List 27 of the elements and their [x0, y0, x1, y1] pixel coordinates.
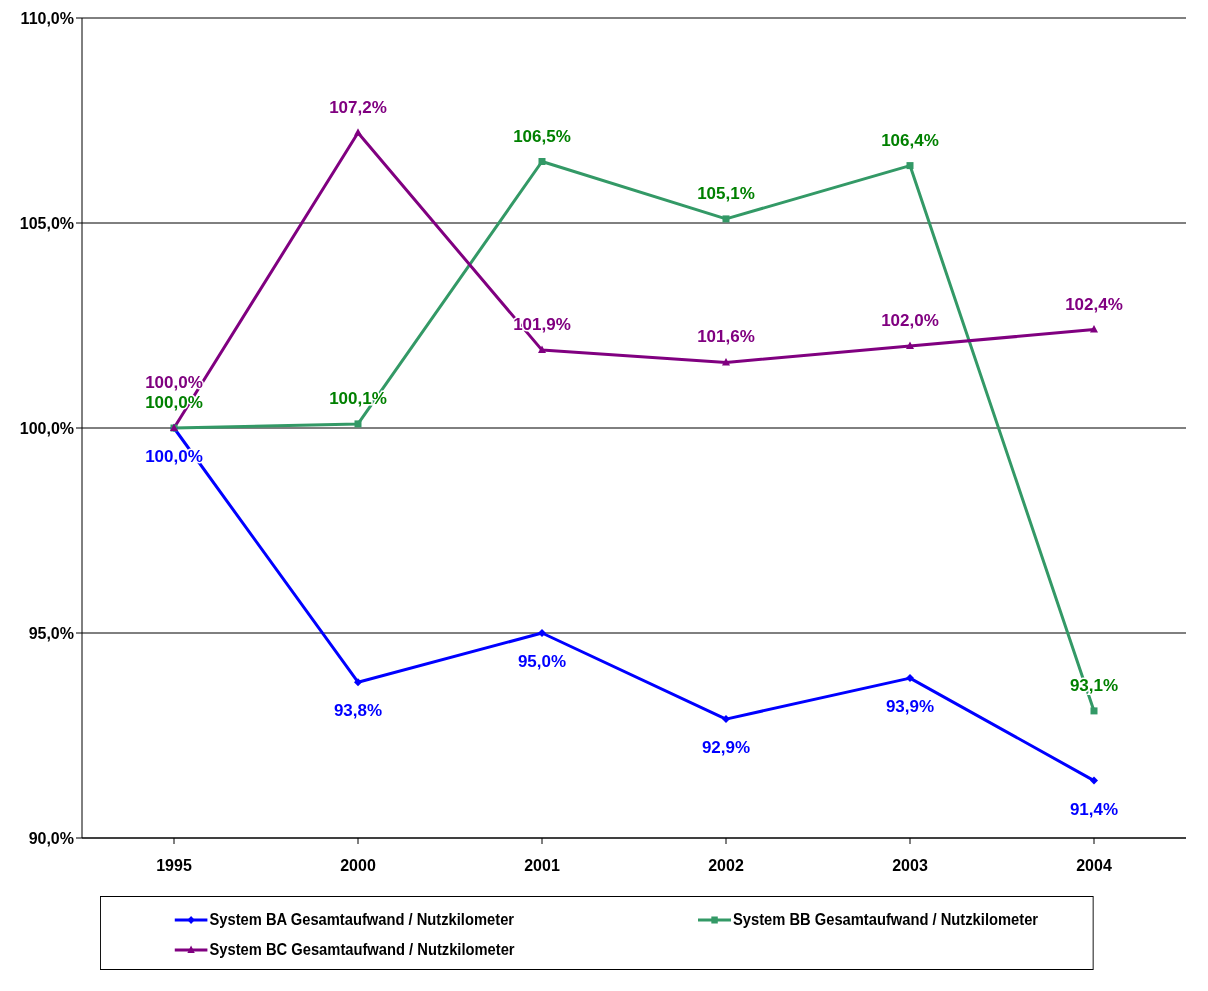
x-tick-label: 2000	[340, 857, 376, 875]
legend-label: System BC Gesamtaufwand / Nutzkilometer	[209, 941, 515, 959]
legend-label: System BB Gesamtaufwand / Nutzkilometer	[732, 911, 1039, 929]
data-label: 93,8%	[333, 701, 383, 721]
x-tick-label: 2002	[708, 857, 744, 875]
data-label: 106,4%	[881, 130, 939, 150]
y-tick-label: 100,0%	[19, 419, 74, 437]
y-tick-label: 90,0%	[28, 829, 74, 847]
y-tick-label: 95,0%	[28, 624, 74, 642]
data-label: 91,4%	[1069, 799, 1119, 819]
data-label: 100,0%	[145, 373, 203, 392]
data-label: 102,0%	[881, 311, 939, 330]
data-label: 101,6%	[697, 327, 755, 347]
y-tick-label: 110,0%	[20, 9, 74, 27]
y-tick-label: 105,0%	[19, 214, 74, 232]
data-label: 92,9%	[701, 738, 751, 758]
data-label: 95,0%	[517, 652, 567, 671]
legend-label: System BA Gesamtaufwand / Nutzkilometer	[209, 911, 515, 929]
x-tick-label: 1995	[156, 857, 192, 875]
x-tick-label: 2003	[892, 857, 928, 875]
data-label: 93,9%	[885, 697, 935, 717]
data-label: 106,5%	[513, 126, 571, 146]
x-tick-label: 2001	[524, 857, 560, 875]
data-label: 105,1%	[697, 183, 755, 203]
x-tick-label: 2004	[1076, 857, 1112, 875]
data-label: 107,2%	[329, 97, 387, 117]
data-label: 102,4%	[1065, 294, 1123, 314]
